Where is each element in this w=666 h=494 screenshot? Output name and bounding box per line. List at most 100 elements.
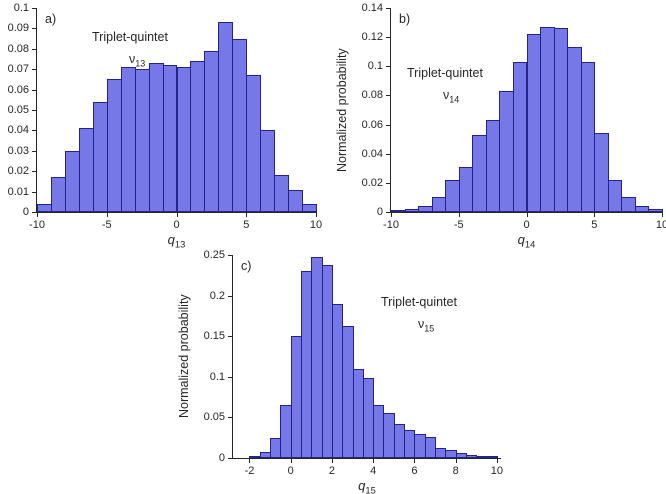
histogram-panel-a: a) Triplet-quintet ν13 Normalized probab… bbox=[8, 2, 323, 250]
y-tick-label: 0.03 bbox=[7, 144, 29, 157]
x-tick-label: 5 bbox=[243, 219, 250, 231]
histogram-bar bbox=[472, 134, 487, 212]
y-tick bbox=[386, 66, 391, 68]
histogram-bar bbox=[106, 79, 122, 212]
y-tick-label: 0 bbox=[376, 206, 383, 218]
y-tick-label: 0.09 bbox=[7, 22, 29, 35]
histogram-panel-c: c) Triplet-quintet ν15 Normalized probab… bbox=[177, 249, 503, 494]
histogram-bar bbox=[288, 189, 304, 212]
histogram-bar bbox=[232, 38, 248, 212]
histogram-bar bbox=[458, 166, 474, 212]
x-tick-label: 4 bbox=[370, 465, 377, 477]
y-tick bbox=[228, 458, 233, 459]
x-tick-label: 10 bbox=[490, 465, 503, 477]
y-tick-label: 0 bbox=[218, 452, 225, 464]
histogram-bar bbox=[78, 128, 94, 212]
y-tick bbox=[32, 171, 37, 173]
y-tick-label: 0.04 bbox=[7, 124, 29, 137]
histogram-bar bbox=[607, 179, 623, 212]
annotation-title-b: Triplet-quintet bbox=[407, 66, 483, 80]
x-axis-label-c: q15 bbox=[358, 478, 376, 494]
histogram-bar bbox=[64, 150, 80, 212]
x-tick-label: 5 bbox=[591, 219, 598, 231]
nu-symbol: ν bbox=[129, 52, 136, 66]
histogram-bar bbox=[445, 179, 460, 212]
y-tick bbox=[32, 150, 37, 152]
y-tick-label: 0.01 bbox=[7, 185, 29, 198]
annotation-title-c: Triplet-quintet bbox=[381, 295, 457, 309]
histogram-bar bbox=[526, 34, 542, 212]
y-tick bbox=[386, 95, 391, 97]
histogram-bar bbox=[148, 63, 164, 212]
x-tick-label: 8 bbox=[452, 465, 459, 477]
histogram-bar bbox=[553, 28, 569, 212]
y-tick-label: 0.15 bbox=[203, 330, 225, 343]
nu-symbol: ν bbox=[418, 317, 425, 331]
x-tick-label: -5 bbox=[101, 219, 112, 231]
histogram-bar bbox=[190, 61, 206, 212]
annotation-mode-a: ν13 bbox=[129, 52, 145, 69]
histogram-bar bbox=[648, 209, 663, 212]
y-tick-label: 0.06 bbox=[7, 83, 29, 96]
y-tick bbox=[32, 69, 37, 71]
x-tick bbox=[290, 458, 292, 463]
y-tick-label: 0.08 bbox=[361, 89, 383, 102]
y-tick-label: 0.07 bbox=[7, 63, 29, 76]
x-tick bbox=[246, 212, 248, 217]
histogram-bar bbox=[120, 67, 136, 212]
nu-symbol: ν bbox=[443, 88, 450, 102]
x-tick bbox=[176, 212, 178, 217]
x-tick-label: 2 bbox=[328, 465, 335, 477]
histogram-bar bbox=[431, 197, 447, 212]
y-tick bbox=[386, 37, 391, 39]
nu-subscript: 13 bbox=[135, 58, 146, 69]
x-tick-label: -2 bbox=[244, 465, 255, 477]
y-tick bbox=[228, 255, 233, 256]
x-tick-label: 0 bbox=[523, 219, 530, 231]
histogram-bar bbox=[37, 203, 52, 212]
y-tick-label: 0.02 bbox=[361, 176, 383, 189]
panel-label-b: b) bbox=[399, 12, 411, 26]
y-tick bbox=[32, 130, 37, 132]
y-tick-label: 0.1 bbox=[13, 2, 29, 14]
y-tick bbox=[32, 89, 37, 91]
x-tick-label: -10 bbox=[29, 219, 45, 231]
nu-subscript: 15 bbox=[424, 323, 435, 334]
histogram-bar bbox=[567, 47, 582, 212]
y-tick bbox=[228, 295, 233, 297]
histogram-bar bbox=[499, 91, 514, 212]
histogram-bar bbox=[486, 456, 498, 458]
histogram-bar bbox=[540, 26, 555, 212]
y-tick-label: 0.1 bbox=[209, 370, 225, 383]
x-tick bbox=[458, 212, 460, 217]
x-tick bbox=[496, 458, 498, 463]
annotation-mode-c: ν15 bbox=[418, 317, 434, 334]
histogram-bar bbox=[134, 69, 150, 212]
y-tick bbox=[228, 417, 233, 419]
y-tick-label: 0.1 bbox=[367, 60, 383, 73]
y-tick bbox=[228, 336, 233, 338]
histogram-bar bbox=[404, 209, 420, 212]
x-tick bbox=[391, 212, 392, 217]
x-tick bbox=[594, 212, 596, 217]
panel-label-a: a) bbox=[45, 12, 57, 26]
histogram-bar bbox=[92, 101, 108, 212]
histogram-bar bbox=[162, 65, 178, 212]
x-tick bbox=[414, 458, 416, 463]
y-tick bbox=[386, 124, 391, 126]
nu-subscript: 14 bbox=[449, 94, 460, 105]
y-tick bbox=[386, 182, 391, 184]
y-tick-label: 0.06 bbox=[361, 118, 383, 131]
annotation-mode-b: ν14 bbox=[443, 88, 459, 105]
x-tick bbox=[373, 458, 375, 463]
histogram-bar bbox=[621, 197, 636, 212]
histogram-bar bbox=[391, 210, 406, 212]
x-tick-label: 10 bbox=[655, 219, 666, 231]
x-axis-label-b: q14 bbox=[517, 232, 536, 250]
histogram-bar bbox=[246, 75, 262, 212]
panel-label-c: c) bbox=[241, 259, 252, 273]
y-tick-label: 0.04 bbox=[361, 147, 383, 160]
y-tick bbox=[386, 153, 391, 155]
x-tick bbox=[316, 212, 317, 217]
